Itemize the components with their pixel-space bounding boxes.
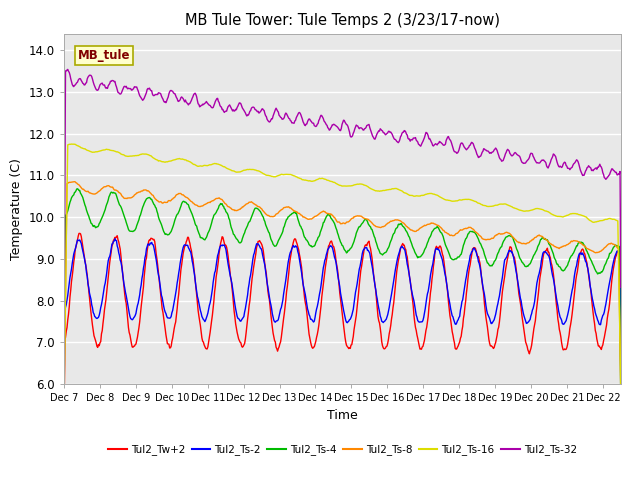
Legend: Tul2_Tw+2, Tul2_Ts-2, Tul2_Ts-4, Tul2_Ts-8, Tul2_Ts-16, Tul2_Ts-32: Tul2_Tw+2, Tul2_Ts-2, Tul2_Ts-4, Tul2_Ts… <box>104 440 581 459</box>
X-axis label: Time: Time <box>327 408 358 421</box>
Text: MB_tule: MB_tule <box>78 49 131 62</box>
Y-axis label: Temperature (C): Temperature (C) <box>10 158 23 260</box>
Title: MB Tule Tower: Tule Temps 2 (3/23/17-now): MB Tule Tower: Tule Temps 2 (3/23/17-now… <box>185 13 500 28</box>
